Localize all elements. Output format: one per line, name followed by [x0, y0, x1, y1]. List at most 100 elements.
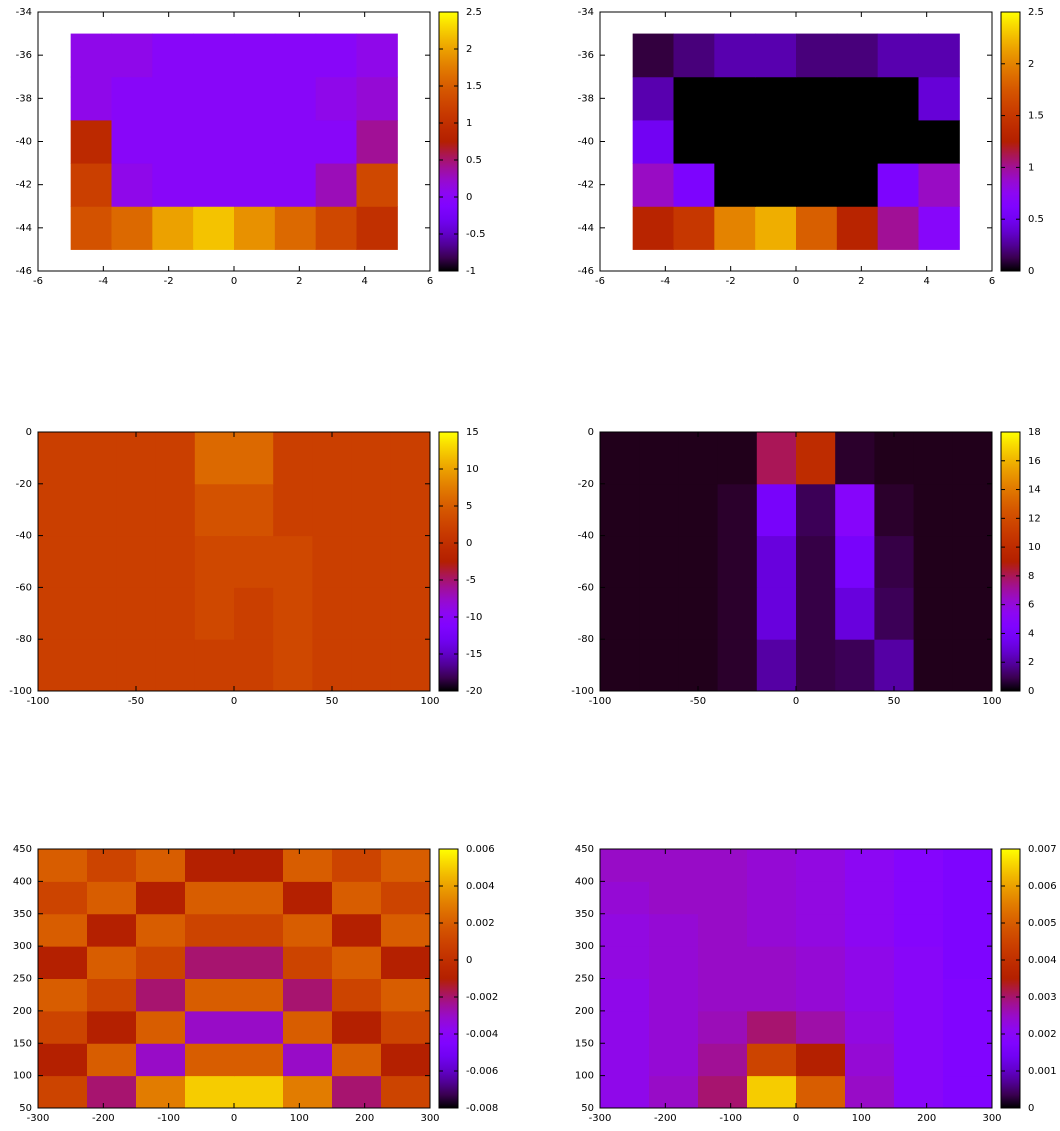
heatmap-cell: [714, 33, 756, 78]
heatmap-cell: [747, 1043, 797, 1077]
heatmap-cell: [952, 639, 993, 692]
heatmap-cell: [390, 535, 431, 588]
heatmap-cell: [351, 483, 392, 537]
heatmap-cell: [747, 946, 797, 979]
heatmap-cell: [796, 1075, 846, 1109]
y-tick-label: 250: [13, 974, 32, 985]
x-tick-label: 50: [888, 696, 901, 707]
y-tick-label: -46: [578, 266, 594, 277]
heatmap-cell: [273, 639, 313, 692]
heatmap-cell: [315, 76, 357, 121]
heatmap-cell: [381, 913, 431, 947]
heatmap-cell: [747, 913, 797, 947]
heatmap-cell: [194, 432, 235, 485]
heatmap-cell: [913, 639, 954, 692]
heatmap-cell: [185, 1043, 235, 1077]
y-tick-label: 0: [26, 427, 32, 438]
heatmap-cell: [836, 206, 879, 250]
heatmap-cell: [111, 119, 153, 164]
heatmap-cell: [38, 1043, 88, 1077]
heatmap-cell: [600, 1043, 650, 1077]
colorbar: [438, 431, 459, 692]
heatmap-cell: [312, 587, 353, 640]
heatmap-cell: [796, 639, 836, 692]
y-tick-label: 350: [13, 909, 32, 920]
heatmap-cell: [796, 535, 836, 588]
heatmap-cell: [913, 587, 954, 640]
colorbar-tick-label: -0.006: [466, 1066, 498, 1077]
colorbar: [1000, 431, 1021, 692]
x-tick-label: -2: [726, 276, 736, 287]
x-tick-label: 6: [989, 276, 995, 287]
heatmap-cell: [136, 849, 186, 882]
heatmap-cell: [185, 946, 235, 979]
heatmap-cell: [38, 913, 88, 947]
heatmap-cell: [283, 913, 333, 947]
heatmap-cell: [952, 587, 993, 640]
x-tick-label: -100: [719, 1113, 742, 1124]
heatmap-cell: [836, 76, 879, 121]
heatmap-cell: [913, 535, 954, 588]
heatmap-cell: [717, 483, 758, 537]
heatmap-cell: [845, 1010, 895, 1044]
heatmap-cell: [918, 76, 960, 121]
heatmap-cell: [152, 163, 194, 207]
heatmap-cell: [234, 639, 274, 692]
heatmap-cell: [70, 76, 112, 121]
heatmap-cell: [283, 849, 333, 882]
heatmap-cell: [315, 33, 357, 78]
heatmap-cell: [185, 1075, 235, 1109]
heatmap-cell: [70, 33, 112, 78]
heatmap-cell: [845, 946, 895, 979]
heatmap-cell: [698, 946, 748, 979]
heatmap-cell: [234, 978, 284, 1012]
heatmap-cell: [332, 1075, 382, 1109]
heatmap-cell: [714, 119, 756, 164]
heatmap-cell: [649, 1043, 699, 1077]
heatmap-cell: [796, 913, 846, 947]
y-tick-label: 150: [13, 1038, 32, 1049]
heatmap-cell: [673, 163, 715, 207]
colorbar-tick-label: 0.003: [1028, 992, 1057, 1003]
heatmap-cell: [943, 1010, 993, 1044]
y-tick-label: 400: [575, 876, 594, 887]
heatmap-cell: [756, 535, 797, 588]
y-tick-label: -36: [16, 50, 32, 61]
heatmap-cell: [193, 163, 235, 207]
heatmap-cell: [632, 76, 674, 121]
x-tick-label: -300: [589, 1113, 612, 1124]
heatmap-cell: [381, 978, 431, 1012]
heatmap-cell: [38, 1075, 88, 1109]
heatmap-cell: [38, 978, 88, 1012]
heatmap-cell: [152, 33, 194, 78]
heatmap-cell: [77, 639, 117, 692]
x-tick-label: -100: [27, 696, 50, 707]
x-tick-label: -50: [690, 696, 706, 707]
heatmap-cell: [796, 587, 836, 640]
heatmap-cell: [756, 432, 797, 485]
heatmap-cell: [332, 1043, 382, 1077]
heatmap-cell: [381, 881, 431, 915]
heatmap-cell: [755, 206, 797, 250]
heatmap-cell: [332, 913, 382, 947]
heatmap-cell: [38, 639, 78, 692]
heatmap-cell: [632, 206, 674, 250]
y-tick-label: -100: [9, 686, 32, 697]
heatmap-cell: [111, 76, 153, 121]
heatmap-cell: [845, 1075, 895, 1109]
heatmap-cell: [845, 849, 895, 882]
y-tick-label: 350: [575, 909, 594, 920]
colorbar-tick-label: 0: [1028, 266, 1034, 277]
x-tick-label: 6: [427, 276, 433, 287]
x-tick-label: 0: [231, 276, 237, 287]
colorbar-tick-label: -5: [466, 575, 476, 586]
heatmap-cell: [356, 76, 398, 121]
x-tick-label: -200: [654, 1113, 677, 1124]
x-tick-label: -300: [27, 1113, 50, 1124]
heatmap-cell: [273, 483, 313, 537]
heatmap-cell: [332, 978, 382, 1012]
heatmap-cell: [38, 946, 88, 979]
heatmap-cell: [87, 946, 137, 979]
heatmap-cell: [874, 432, 915, 485]
y-tick-label: -46: [16, 266, 32, 277]
